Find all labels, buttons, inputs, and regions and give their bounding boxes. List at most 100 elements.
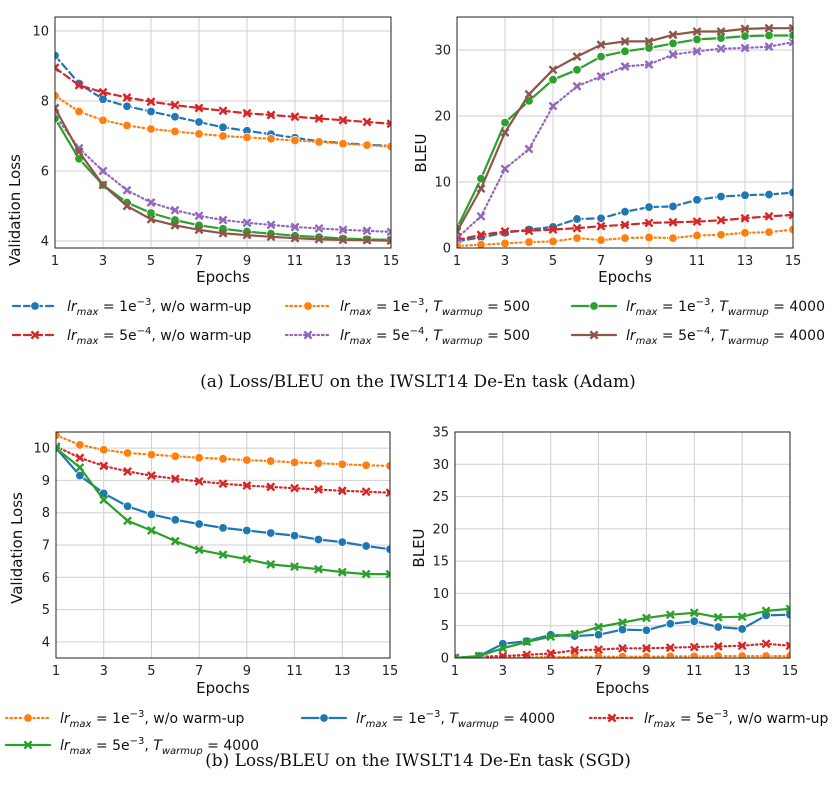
data-point	[122, 501, 133, 511]
series-s4	[55, 110, 391, 237]
data-point	[455, 653, 460, 658]
x-tick-label: 15	[382, 664, 399, 679]
data-point	[170, 220, 180, 230]
data-point	[641, 652, 652, 658]
x-tick-label: 3	[499, 664, 507, 679]
data-point	[194, 519, 204, 529]
data-point	[596, 213, 606, 224]
data-point	[668, 233, 678, 243]
x-tick-label: 9	[642, 664, 650, 679]
legend-marker	[589, 330, 599, 340]
legend-marker	[23, 713, 33, 723]
data-point	[314, 234, 324, 244]
y-tick-label: 20	[432, 522, 449, 537]
y-tick-label: 25	[432, 490, 449, 505]
data-point	[290, 112, 300, 122]
data-point	[740, 24, 750, 34]
data-point	[55, 103, 60, 113]
legend-entry-s2: lrmax = 5e−4, w/o warm-up	[11, 326, 252, 347]
data-point	[290, 562, 300, 572]
y-tick-label: 9	[42, 474, 50, 489]
series-b2	[56, 443, 390, 554]
data-point	[122, 120, 132, 131]
y-tick-label: 5	[42, 603, 50, 618]
data-point	[593, 652, 604, 658]
data-point	[98, 94, 108, 104]
data-point	[548, 101, 558, 111]
data-point	[170, 100, 180, 110]
data-point	[218, 228, 228, 238]
series-line	[56, 434, 390, 467]
data-point	[362, 235, 372, 245]
data-point	[476, 230, 486, 240]
x-tick-label: 5	[549, 254, 557, 269]
data-point	[713, 612, 723, 622]
data-point	[476, 240, 486, 248]
x-tick-label: 3	[100, 664, 108, 679]
data-point	[689, 642, 699, 652]
legend-label: lrmax = 1e−3, Twarmup = 4000	[626, 297, 825, 318]
x-tick-label: 11	[287, 254, 304, 269]
data-point	[290, 483, 300, 493]
series-b4	[56, 443, 390, 579]
data-point	[785, 651, 790, 658]
data-point	[644, 218, 654, 228]
data-point	[572, 65, 582, 75]
legend-label: lrmax = 5e−4, Twarmup = 4000	[626, 326, 825, 347]
data-point	[242, 230, 252, 240]
data-point	[716, 44, 726, 54]
data-point	[337, 567, 347, 577]
y-tick-label: 10	[434, 176, 451, 191]
legend-entry-s6: lrmax = 5e−4, Twarmup = 4000	[570, 326, 825, 347]
data-point	[620, 46, 630, 57]
x-tick-label: 13	[734, 664, 751, 679]
data-point	[338, 115, 348, 125]
data-point	[386, 119, 391, 129]
data-point	[668, 30, 678, 40]
data-point	[788, 224, 793, 235]
data-point	[620, 62, 630, 71]
x-tick-label: 3	[99, 254, 107, 269]
data-point	[290, 233, 300, 243]
x-tick-label: 5	[547, 664, 555, 679]
data-point	[218, 523, 228, 533]
legend-label: lrmax = 5e−4, Twarmup = 500	[340, 326, 530, 347]
data-point	[146, 208, 156, 218]
data-point	[596, 51, 606, 62]
data-point	[289, 457, 300, 468]
legend-marker	[23, 740, 33, 750]
data-point	[242, 218, 252, 228]
data-point	[641, 643, 651, 653]
legend-label: lrmax = 1e−3, w/o warm-up	[60, 709, 245, 730]
data-point	[266, 134, 276, 144]
legend-entry-b2: lrmax = 1e−3, Twarmup = 4000	[300, 709, 555, 730]
data-point	[617, 652, 628, 658]
data-point	[572, 223, 582, 233]
y-tick-label: 4	[42, 635, 50, 650]
data-point	[740, 228, 750, 238]
data-point	[218, 479, 228, 489]
data-point	[313, 564, 323, 574]
legend-marker	[319, 713, 329, 723]
x-tick-label: 9	[243, 664, 251, 679]
data-point	[764, 189, 774, 200]
data-point	[74, 80, 84, 90]
y-tick-label: 4	[41, 235, 49, 250]
x-tick-label: 13	[335, 254, 352, 269]
data-point	[266, 456, 276, 466]
data-point	[338, 235, 348, 245]
data-point	[170, 126, 180, 137]
series-s3	[55, 91, 391, 152]
legend-entry-b1: lrmax = 1e−3, w/o warm-up	[4, 709, 245, 730]
y-tick-label: 10	[32, 25, 49, 40]
data-point	[146, 106, 156, 117]
data-point	[386, 141, 391, 152]
series-s4	[457, 37, 793, 243]
y-tick-label: 30	[434, 44, 451, 59]
data-point	[620, 36, 630, 46]
data-point	[500, 128, 510, 137]
data-point	[668, 38, 678, 49]
